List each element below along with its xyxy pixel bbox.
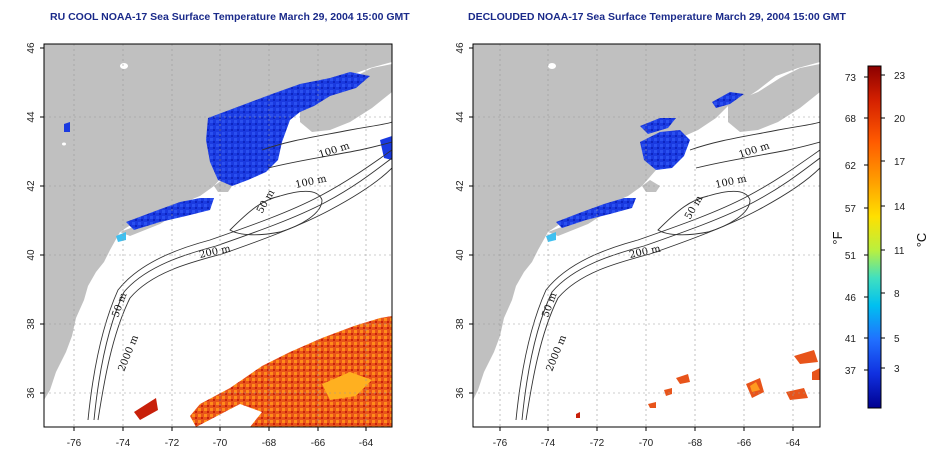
right-cold-sst	[640, 130, 690, 170]
colorbar-c-label: 14	[894, 202, 906, 213]
right-warm-sst	[576, 412, 580, 418]
lon-tick-label: -70	[639, 438, 654, 449]
lat-tick-label: 42	[455, 180, 466, 192]
left-map-title: RU COOL NOAA-17 Sea Surface Temperature …	[50, 11, 410, 23]
lat-tick-label: 44	[455, 111, 466, 123]
right-warm-sst	[648, 402, 656, 408]
left-lake	[120, 63, 128, 69]
lon-tick-label: -74	[116, 438, 131, 449]
left-lake	[62, 142, 66, 146]
left-warm-sst	[134, 398, 158, 420]
left-cold-sst	[116, 232, 126, 242]
right-cold-sst	[640, 118, 676, 134]
lon-tick-label: -68	[262, 438, 277, 449]
lon-tick-label: -76	[67, 438, 82, 449]
colorbar-c-label: 17	[894, 157, 906, 168]
lon-tick-label: -74	[541, 438, 556, 449]
colorbar-f-label: 41	[845, 334, 857, 345]
lon-tick-label: -72	[590, 438, 605, 449]
colorbar-c-label: 11	[894, 246, 905, 257]
lon-tick-label: -64	[359, 438, 374, 449]
right-long-island	[548, 214, 604, 236]
lon-tick-label: -76	[493, 438, 508, 449]
left-grid	[44, 44, 392, 427]
right-warm-sst	[664, 388, 672, 396]
left-cold-sst	[126, 198, 214, 230]
left-cold-sst	[206, 72, 370, 186]
right-delmarva	[520, 282, 534, 320]
left-cold-sst	[64, 122, 70, 132]
right-cape-cod	[642, 180, 660, 192]
colorbar-ticks	[864, 74, 885, 371]
right-lake	[548, 63, 556, 69]
left-ticks	[40, 47, 367, 431]
left-bathymetry	[87, 121, 392, 421]
lon-tick-label: -66	[311, 438, 326, 449]
right-ticks	[469, 47, 794, 431]
colorbar-f-label: 62	[845, 161, 857, 172]
left-cape-cod	[214, 180, 232, 192]
right-land	[473, 44, 820, 400]
lat-tick-label: 40	[26, 249, 37, 261]
lat-tick-label: 44	[26, 111, 37, 123]
left-land	[44, 44, 392, 400]
lon-tick-label: -68	[688, 438, 703, 449]
right-nova-scotia	[728, 64, 820, 132]
left-ocean-gap	[196, 404, 262, 427]
lat-tick-label: 42	[26, 180, 37, 192]
right-warm-sst	[786, 388, 808, 400]
left-nova-scotia	[300, 64, 392, 132]
colorbar-c-label: 3	[894, 364, 900, 375]
colorbar-c-label: 23	[894, 71, 906, 82]
colorbar-f-label: 68	[845, 114, 857, 125]
lon-tick-label: -70	[213, 438, 228, 449]
left-cold-sst	[380, 136, 392, 160]
lat-tick-label: 36	[455, 387, 466, 399]
right-warm-sst	[794, 350, 818, 364]
colorbar-unit-c: °C	[914, 233, 929, 248]
lat-tick-label: 40	[455, 249, 466, 261]
colorbar-f-label: 46	[845, 293, 857, 304]
lat-tick-label: 36	[26, 387, 37, 399]
right-warm-sst	[750, 382, 760, 392]
colorbar-c-label: 8	[894, 289, 900, 300]
right-cold-sst	[546, 232, 556, 242]
lat-tick-label: 46	[455, 42, 466, 54]
colorbar-f-label: 37	[845, 366, 857, 377]
right-cold-sst	[556, 198, 636, 228]
colorbar-f-label: 73	[845, 73, 857, 84]
lon-tick-label: -72	[165, 438, 180, 449]
right-cold-sst	[712, 92, 744, 108]
colorbar-unit-f: °F	[830, 231, 845, 244]
lat-tick-label: 46	[26, 42, 37, 54]
colorbar-f-label: 57	[845, 204, 857, 215]
colorbar-f-label: 51	[845, 251, 857, 262]
right-map: 100 m 100 m 50 m 200 m 50 m 2000 m	[455, 42, 821, 449]
lat-tick-label: 38	[455, 318, 466, 330]
right-map-title: DECLOUDED NOAA-17 Sea Surface Temperatur…	[468, 11, 846, 23]
colorbar-c-label: 20	[894, 114, 906, 125]
left-map: 100 m 100 m 50 m 200 m 50 m 2000 m	[26, 42, 393, 449]
lat-tick-label: 38	[26, 318, 37, 330]
colorbar-c-label: 5	[894, 334, 900, 345]
colorbar: 73 68 62 57 51 46 41 37 23 20 17 14 11 8…	[830, 65, 929, 409]
right-grid	[473, 44, 820, 427]
right-warm-sst	[812, 368, 820, 380]
right-warm-sst	[676, 374, 690, 384]
lon-tick-label: -64	[786, 438, 801, 449]
colorbar-gradient	[867, 65, 882, 409]
lon-tick-label: -66	[737, 438, 752, 449]
left-delmarva	[92, 282, 106, 320]
left-map-frame	[43, 43, 393, 428]
left-warm-sst	[190, 316, 392, 427]
